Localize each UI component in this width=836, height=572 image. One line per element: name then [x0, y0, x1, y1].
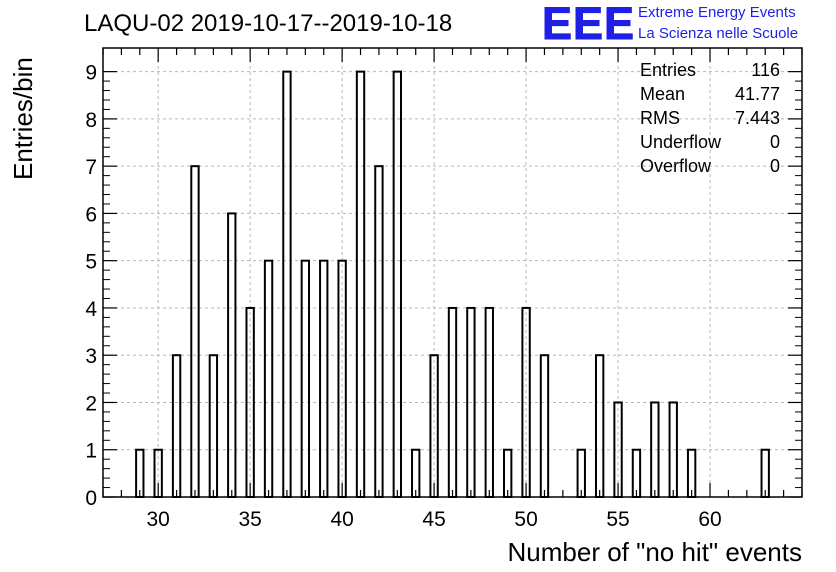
histogram-bar	[760, 448, 770, 499]
logo-line-2: La Scienza nelle Scuole	[638, 25, 799, 42]
stats-label: Mean	[640, 84, 686, 104]
histogram-bar	[300, 259, 311, 498]
stats-row-mean: Mean 41.77	[640, 82, 780, 106]
histogram-bar	[263, 259, 274, 498]
histogram-bar	[135, 448, 145, 499]
y-tick-label: 0	[85, 487, 97, 510]
y-tick-label: 2	[85, 392, 97, 415]
x-tick-label: 40	[330, 508, 353, 531]
stats-box: Entries 116 Mean 41.77 RMS 7.443 Underflow 0…	[640, 58, 780, 178]
x-tick-label: 55	[606, 508, 629, 531]
stats-label: Entries	[640, 60, 697, 80]
stats-row-entries: Entries 116	[640, 58, 780, 82]
stats-value: 7.443	[734, 108, 780, 128]
stats-value: 0	[769, 132, 780, 152]
histogram-bar	[594, 354, 605, 499]
histogram-bar	[355, 70, 366, 498]
y-tick-label: 8	[85, 109, 97, 132]
histogram-bar	[686, 448, 697, 499]
histogram-bar	[392, 70, 402, 498]
histogram-bar	[539, 354, 550, 499]
x-tick-label: 35	[238, 508, 261, 531]
x-tick-label: 50	[514, 508, 537, 531]
stats-value: 0	[769, 156, 780, 176]
histogram-bar	[190, 165, 200, 498]
logo-mark: EEE	[541, 0, 636, 49]
y-tick-label: 9	[85, 62, 97, 85]
y-tick-label: 1	[85, 440, 97, 463]
y-tick-label: 7	[85, 156, 97, 179]
stats-label: Overflow	[640, 156, 712, 176]
stats-value: 116	[751, 60, 780, 80]
histogram-bar	[576, 448, 586, 499]
stats-row-rms: RMS 7.443	[640, 106, 780, 130]
histogram-bar	[319, 259, 329, 498]
y-tick-label: 4	[85, 298, 97, 321]
histogram-bar	[374, 165, 384, 498]
histogram-bar	[503, 448, 513, 499]
y-tick-label: 6	[85, 203, 97, 226]
stats-label: RMS	[640, 108, 680, 128]
y-tick-label: 3	[85, 345, 97, 368]
histogram-bar	[411, 448, 421, 499]
histogram-bar	[631, 448, 642, 499]
x-tick-label: 45	[422, 508, 445, 531]
histogram-bar	[208, 354, 219, 499]
stats-row-underflow: Underflow 0	[640, 130, 780, 154]
stats-row-overflow: Overflow 0	[640, 154, 780, 178]
chart-title: LAQU-02 2019-10-17--2019-10-18	[84, 10, 453, 37]
stats-value: 41.77	[734, 84, 780, 104]
histogram-bar	[282, 70, 292, 498]
x-tick-label: 60	[698, 508, 721, 531]
x-axis-label: Number of "no hit" events	[507, 537, 803, 567]
stats-label: Underflow	[640, 132, 722, 152]
x-tick-label: 30	[147, 508, 170, 531]
logo-line-1: Extreme Energy Events	[638, 4, 796, 21]
y-tick-label: 5	[85, 251, 97, 274]
histogram-bar	[171, 354, 182, 499]
